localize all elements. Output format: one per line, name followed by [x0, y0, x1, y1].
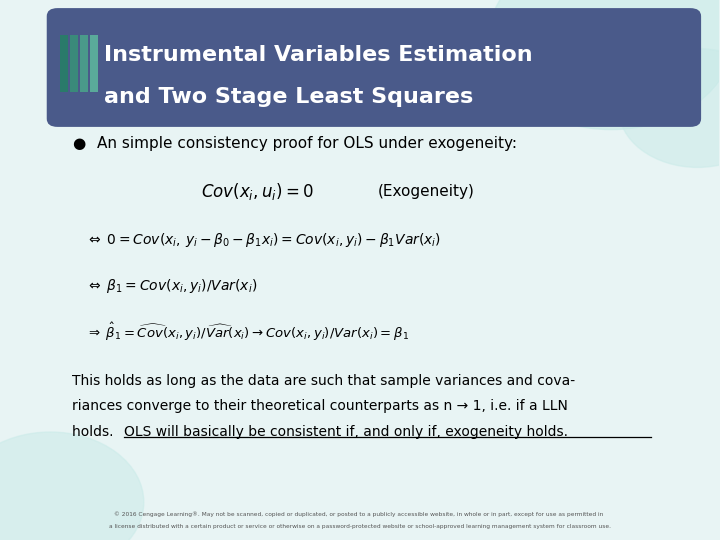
Circle shape — [489, 0, 720, 130]
Bar — [80, 35, 88, 92]
Text: a license distributed with a certain product or service or otherwise on a passwo: a license distributed with a certain pro… — [109, 524, 611, 529]
Text: Instrumental Variables Estimation: Instrumental Variables Estimation — [104, 45, 533, 65]
Text: An simple consistency proof for OLS under exogeneity:: An simple consistency proof for OLS unde… — [97, 136, 517, 151]
Text: $\Leftrightarrow\;0 = Cov(x_i,\, y_i - \beta_0 - \beta_1 x_i) = Cov(x_i, y_i) - : $\Leftrightarrow\;0 = Cov(x_i,\, y_i - \… — [86, 231, 441, 249]
Text: and Two Stage Least Squares: and Two Stage Least Squares — [104, 87, 474, 107]
Text: riances converge to their theoretical counterparts as n → 1, i.e. if a LLN: riances converge to their theoretical co… — [72, 399, 568, 413]
Text: $Cov(x_i, u_i) = 0$: $Cov(x_i, u_i) = 0$ — [202, 181, 314, 202]
Bar — [60, 35, 68, 92]
Text: ●: ● — [72, 136, 85, 151]
Text: (Exogeneity): (Exogeneity) — [377, 184, 474, 199]
Text: holds.: holds. — [72, 425, 118, 439]
FancyBboxPatch shape — [47, 8, 701, 127]
Text: $\Leftrightarrow\;\beta_1 = Cov(x_i, y_i)/Var(x_i)$: $\Leftrightarrow\;\beta_1 = Cov(x_i, y_i… — [86, 277, 258, 295]
Text: This holds as long as the data are such that sample variances and cova-: This holds as long as the data are such … — [72, 374, 575, 388]
Bar — [90, 35, 98, 92]
Bar — [70, 35, 78, 92]
Text: OLS will basically be consistent if, and only if, exogeneity holds.: OLS will basically be consistent if, and… — [124, 425, 567, 439]
Circle shape — [618, 49, 720, 167]
Text: $\Rightarrow\;\hat{\beta}_1 = \widehat{Cov}(x_i, y_i)/\widehat{Var}(x_i) \righta: $\Rightarrow\;\hat{\beta}_1 = \widehat{C… — [86, 321, 410, 343]
Text: © 2016 Cengage Learning®. May not be scanned, copied or duplicated, or posted to: © 2016 Cengage Learning®. May not be sca… — [114, 511, 605, 517]
Circle shape — [0, 432, 144, 540]
